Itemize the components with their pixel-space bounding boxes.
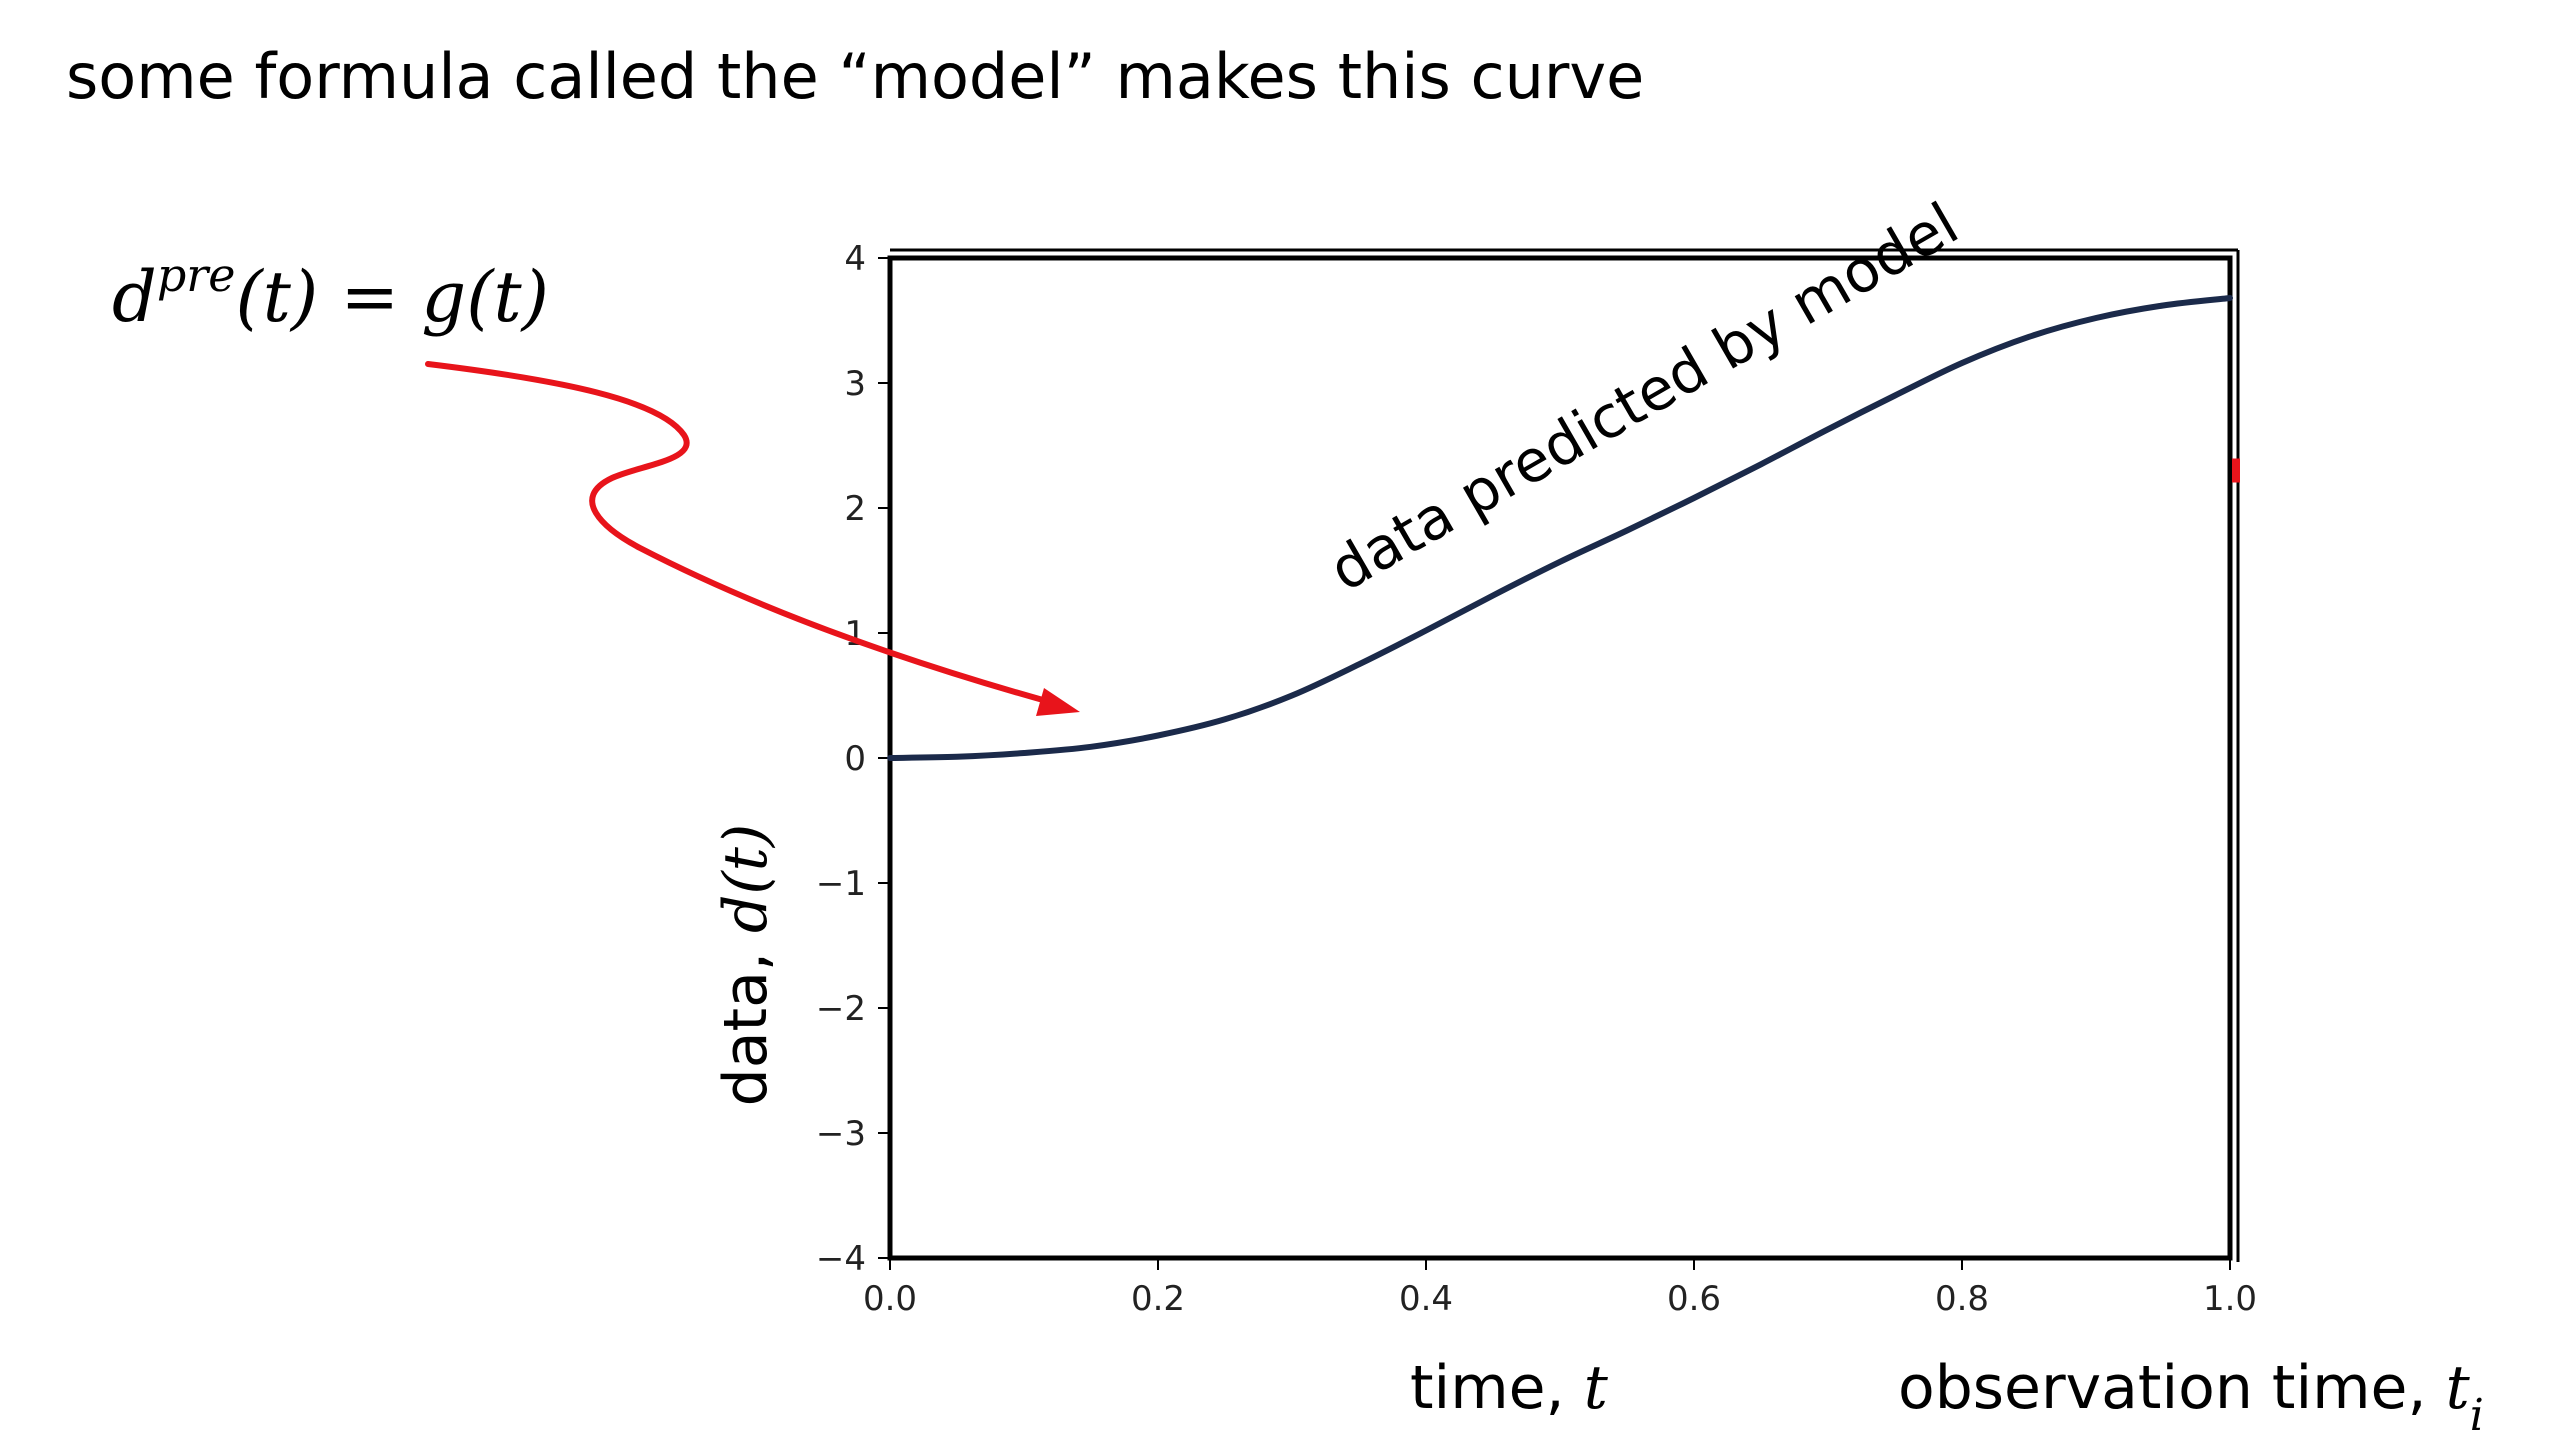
y-tick-label: −3 <box>816 1114 866 1154</box>
y-tick-label: −2 <box>816 989 866 1029</box>
y-tick-label: 0 <box>844 739 866 779</box>
y-tick-label: 1 <box>844 614 866 654</box>
slide-title: some formula called the “model” makes th… <box>66 40 1645 113</box>
x-tick-label: 0.0 <box>863 1279 917 1319</box>
pointer-arrowhead <box>1036 688 1080 716</box>
observation-time-subscript: i <box>2470 1390 2484 1440</box>
pointer-arrow <box>425 361 1053 705</box>
plot-frame <box>887 248 2240 1262</box>
x-tick-label: 0.8 <box>1935 1279 1989 1319</box>
y-axis-title-prefix: data, <box>711 933 781 1106</box>
formula-rest: (t) = g(t) <box>235 256 549 338</box>
formula-superscript: pre <box>156 248 236 302</box>
observation-time-label: observation time, ti <box>1898 1353 2484 1440</box>
y-tick-label: 4 <box>844 239 866 279</box>
x-tick-label: 0.4 <box>1399 1279 1453 1319</box>
x-axis-title-var: t <box>1584 1353 1609 1423</box>
y-axis-ticks: 4 3 2 1 0 −1 −2 −3 −4 <box>816 239 890 1279</box>
x-tick-label: 0.2 <box>1131 1279 1185 1319</box>
x-tick-label: 1.0 <box>2203 1279 2257 1319</box>
curve-annotation: data predicted by model <box>1318 189 1969 604</box>
x-axis-title-prefix: time, <box>1410 1353 1584 1423</box>
observation-marker <box>2232 458 2240 483</box>
x-axis-title: time, t <box>1410 1353 1609 1423</box>
observation-time-prefix: observation time, <box>1898 1353 2446 1423</box>
model-formula: dpre(t) = g(t) <box>112 248 549 338</box>
x-tick-label: 0.6 <box>1667 1279 1721 1319</box>
y-tick-label: −1 <box>816 864 866 904</box>
formula-base: d <box>112 256 157 338</box>
y-tick-label: −4 <box>816 1239 866 1279</box>
y-axis-title: data, d(t) <box>711 824 781 1107</box>
y-tick-label: 2 <box>844 489 866 529</box>
x-axis-ticks: 0.0 0.2 0.4 0.6 0.8 1.0 <box>863 1258 2257 1319</box>
y-axis-title-var: d(t) <box>711 824 781 933</box>
model-curve-line <box>887 295 2233 761</box>
observation-time-var: t <box>2446 1353 2471 1423</box>
y-tick-label: 3 <box>844 364 866 404</box>
